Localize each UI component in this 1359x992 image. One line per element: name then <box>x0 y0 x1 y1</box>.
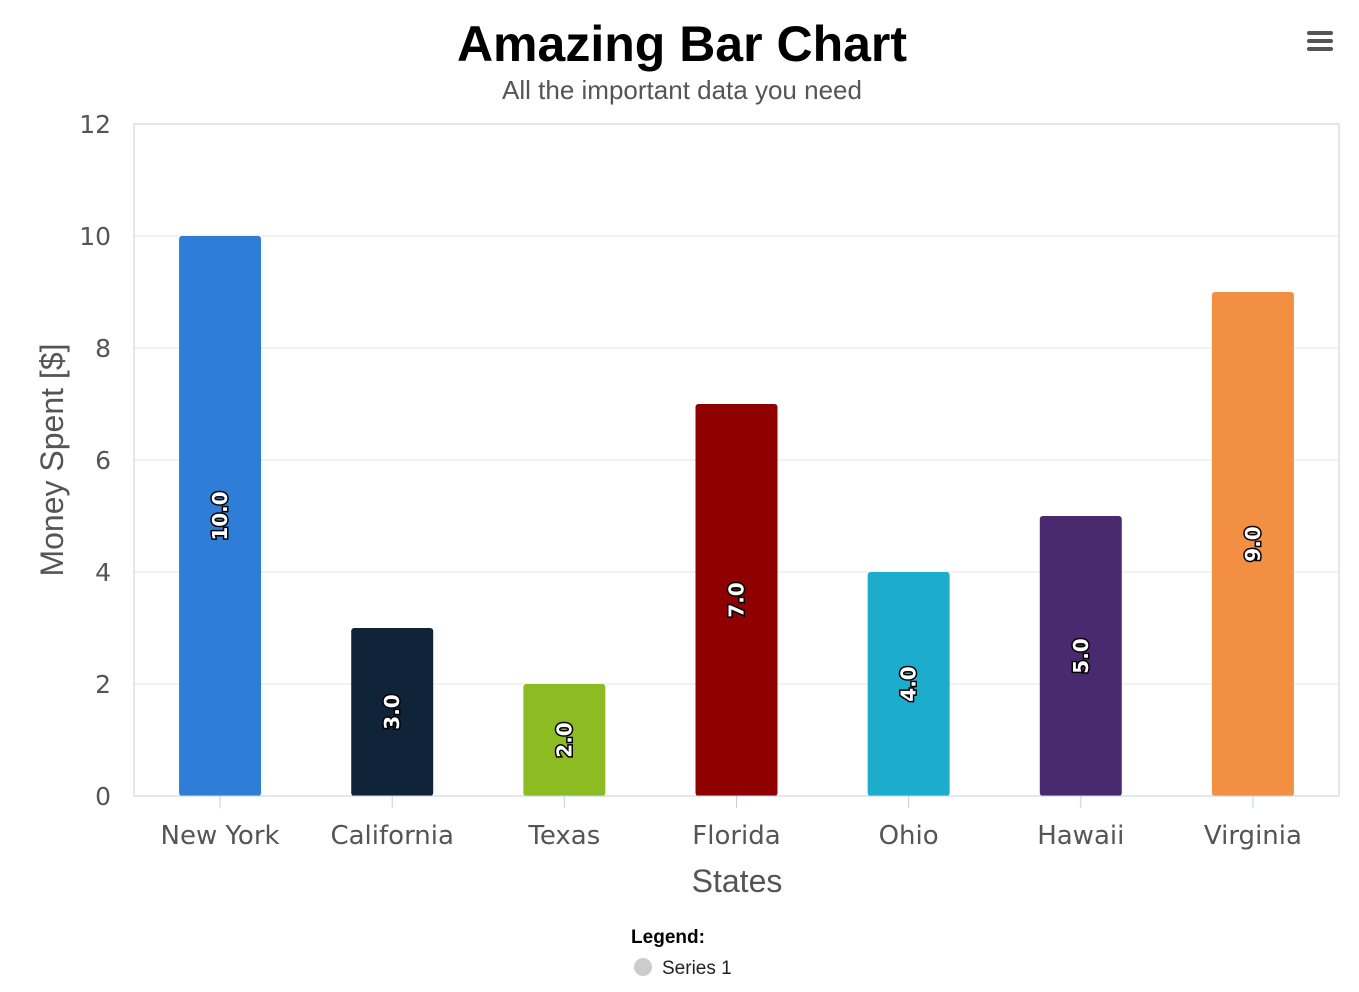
bars <box>179 236 1294 796</box>
y-tick-label: 0 <box>95 782 111 811</box>
chart-subtitle: All the important data you need <box>502 75 862 105</box>
x-tick-label: Ohio <box>879 821 939 851</box>
data-label: 3.0 <box>380 694 404 729</box>
legend-item-label: Series 1 <box>662 958 732 979</box>
data-label: 10.0 <box>208 491 232 540</box>
bar-new-york[interactable] <box>179 236 262 796</box>
legend-title: Legend: <box>631 927 705 948</box>
data-label: 2.0 <box>552 722 576 757</box>
y-tick-label: 10 <box>79 222 111 251</box>
y-tick-label: 8 <box>95 334 111 363</box>
x-axis-title: States <box>692 863 783 899</box>
data-label: 4.0 <box>897 666 921 701</box>
y-tick-label: 2 <box>95 670 111 699</box>
x-axis: New York California Texas Florida Ohio Hawaii… <box>134 795 1339 851</box>
legend-item-series-1[interactable]: Series 1 <box>634 958 732 979</box>
y-axis-title: Money Spent [$] <box>34 343 70 576</box>
legend: Legend: Series 1 <box>631 927 732 979</box>
y-tick-label: 4 <box>95 558 111 587</box>
bar-california[interactable] <box>351 628 434 796</box>
x-tick-label: Texas <box>527 821 600 851</box>
bar-hawaii[interactable] <box>1039 516 1122 796</box>
data-label: 9.0 <box>1241 526 1265 561</box>
x-tick-label: Virginia <box>1204 821 1302 851</box>
x-tick-label: Florida <box>692 821 780 851</box>
bar-ohio[interactable] <box>867 572 950 796</box>
data-label: 7.0 <box>725 582 749 617</box>
x-tick-label: Hawaii <box>1037 821 1124 851</box>
chart-title: Amazing Bar Chart <box>457 16 907 72</box>
y-axis: 0 2 4 6 8 10 12 <box>79 110 111 811</box>
data-label: 5.0 <box>1069 638 1093 673</box>
y-tick-label: 6 <box>95 446 111 475</box>
bar-florida[interactable] <box>695 404 778 796</box>
data-labels: 10.0 3.0 2.0 7.0 4.0 5.0 9.0 <box>207 490 1267 759</box>
x-tick-label: New York <box>161 821 280 851</box>
bar-texas[interactable] <box>523 684 606 796</box>
y-tick-label: 12 <box>79 110 111 139</box>
bar-virginia[interactable] <box>1211 292 1294 796</box>
legend-marker <box>634 958 652 976</box>
x-tick-label: California <box>330 821 453 851</box>
hamburger-menu-icon[interactable] <box>1296 20 1344 60</box>
